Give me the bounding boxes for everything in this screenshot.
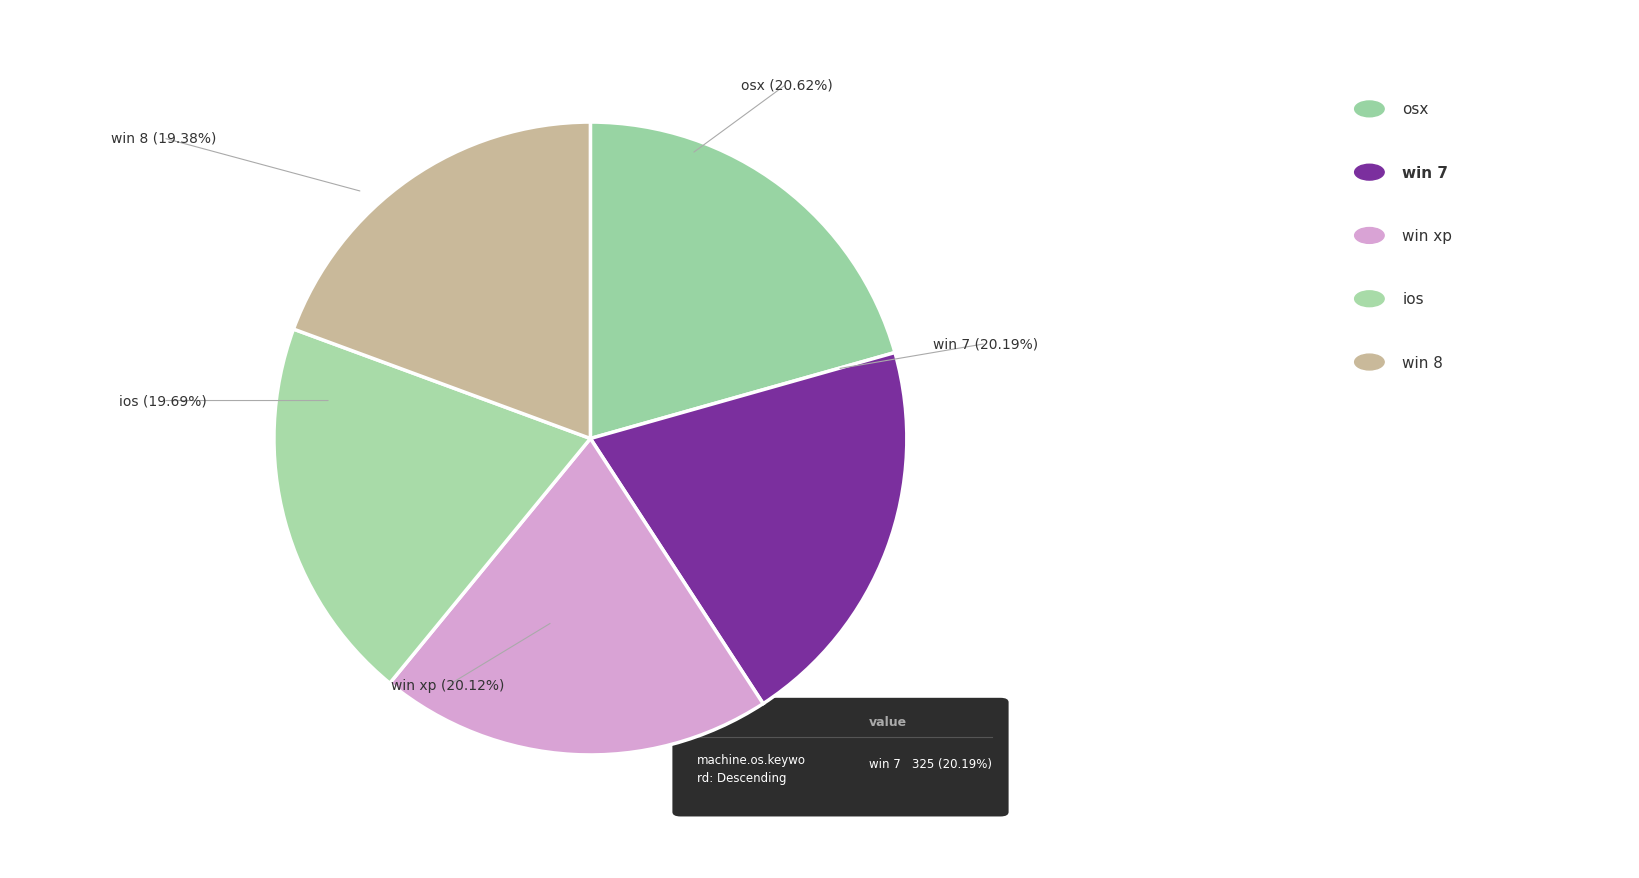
Circle shape	[1354, 165, 1383, 181]
Circle shape	[1354, 102, 1383, 118]
Text: osx: osx	[1401, 102, 1428, 118]
Text: value: value	[869, 716, 906, 728]
Text: win xp: win xp	[1401, 228, 1451, 244]
Circle shape	[1354, 228, 1383, 244]
Text: win 8 (19.38%): win 8 (19.38%)	[110, 132, 216, 146]
Text: win 7: win 7	[1401, 165, 1447, 181]
Text: win xp (20.12%): win xp (20.12%)	[392, 679, 505, 693]
Text: machine.os.keywo
rd: Descending: machine.os.keywo rd: Descending	[697, 752, 805, 784]
Wedge shape	[590, 123, 895, 439]
Wedge shape	[274, 330, 590, 683]
Text: win 8: win 8	[1401, 355, 1442, 371]
Text: ios (19.69%): ios (19.69%)	[120, 394, 207, 408]
Wedge shape	[293, 123, 590, 439]
Text: ios: ios	[1401, 291, 1423, 307]
Text: field: field	[697, 716, 728, 728]
Wedge shape	[590, 353, 906, 704]
FancyBboxPatch shape	[672, 698, 1008, 817]
Text: win 7   325 (20.19%): win 7 325 (20.19%)	[869, 758, 992, 770]
Wedge shape	[390, 439, 762, 755]
Circle shape	[1354, 355, 1383, 371]
Text: win 7 (20.19%): win 7 (20.19%)	[933, 337, 1037, 351]
Circle shape	[1354, 291, 1383, 307]
Text: osx (20.62%): osx (20.62%)	[741, 78, 833, 92]
